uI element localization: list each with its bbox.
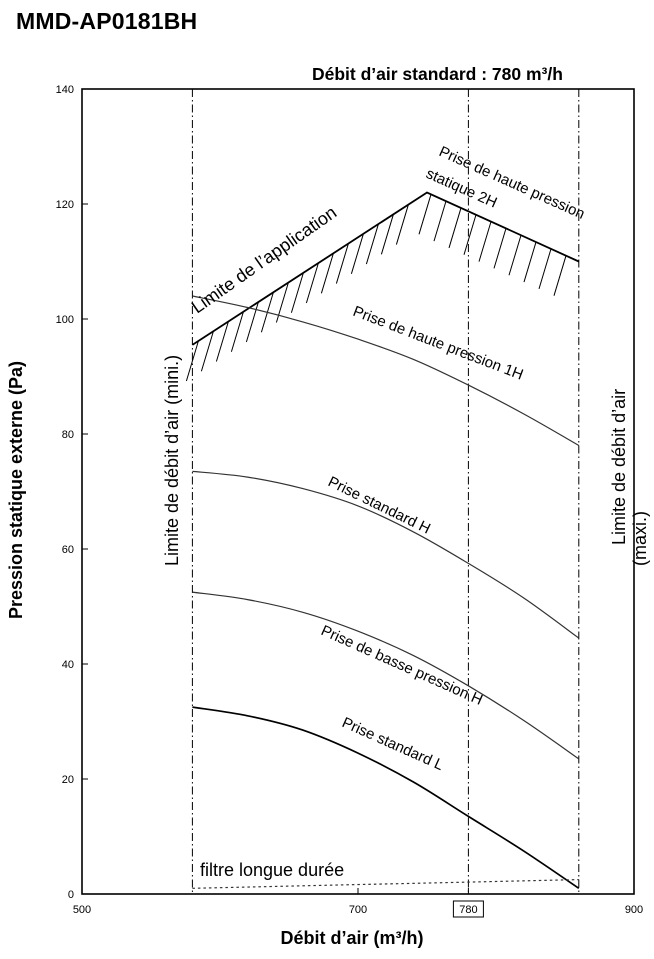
hatch-mark [215, 321, 229, 362]
series-curve [192, 706, 580, 890]
standard-flow-label: Débit d’air standard : 780 m³/h [312, 64, 563, 84]
curve-labels: Limite de l’application Limite de débit d… [162, 143, 650, 880]
application-limit-label: Limite de l’application [188, 202, 340, 317]
hatch-mark [433, 200, 447, 242]
hatch-mark [200, 331, 214, 372]
y-tick-label: 80 [62, 429, 74, 441]
curve-label-low-pressure-h: Prise de basse pression H [318, 622, 485, 709]
hatch-mark [245, 301, 259, 343]
x-tick-box [452, 900, 484, 918]
curve-label-standard-h: Prise standard H [325, 473, 433, 537]
application-limit-hatching [185, 191, 580, 382]
max-flow-limit-label: Limite de débit d’air [609, 389, 629, 545]
y-tick-label: 60 [62, 544, 74, 556]
y-tick-label: 140 [56, 84, 74, 96]
x-tick-label: 900 [625, 904, 643, 916]
y-axis-ticks: 0 20 40 60 80 100 120 140 [56, 84, 88, 901]
hatch-mark [350, 233, 364, 274]
x-axis-ticks: 500 700 780 900 [73, 888, 643, 918]
series-curve [192, 879, 579, 889]
x-tick-label: 780 [459, 904, 477, 916]
hatch-mark [365, 223, 379, 265]
hatch-mark [380, 214, 394, 255]
series-curve [192, 295, 580, 447]
hatch-mark [463, 214, 477, 255]
series-curve [192, 470, 580, 639]
hatch-mark [508, 235, 522, 276]
hatch-mark [185, 340, 199, 382]
hatch-mark [493, 228, 507, 269]
min-flow-limit-label: Limite de débit d’air (mini.) [162, 355, 182, 566]
hatch-mark [335, 243, 349, 284]
hatch-mark [305, 262, 319, 304]
limit-lines [191, 89, 580, 894]
y-tick-label: 40 [62, 659, 74, 671]
curve-label-filter: filtre longue durée [200, 860, 344, 880]
hatch-mark [320, 253, 334, 294]
curve-label-standard-l: Prise standard L [339, 714, 446, 774]
max-flow-limit-label: (maxi.) [630, 511, 650, 566]
hatch-mark [448, 207, 462, 249]
hatch-mark [538, 248, 552, 290]
application-limit-line [191, 191, 580, 346]
x-tick-label: 500 [73, 904, 91, 916]
hatch-mark [275, 282, 289, 323]
fan-curves [192, 295, 580, 890]
y-tick-label: 0 [68, 889, 74, 901]
hatch-mark [290, 272, 304, 313]
y-axis-title: Pression statique externe (Pa) [6, 361, 26, 619]
y-tick-label: 20 [62, 774, 74, 786]
hatch-mark [553, 255, 567, 296]
hatch-mark [478, 221, 492, 262]
x-tick-label: 700 [349, 904, 367, 916]
model-title: MMD-AP0181BH [16, 8, 198, 34]
x-axis-title: Débit d’air (m³/h) [281, 928, 424, 948]
hatch-mark [418, 194, 432, 235]
hatch-mark [395, 204, 409, 245]
curve-label-1h: Prise de haute pression 1H [351, 303, 526, 384]
y-tick-label: 120 [56, 199, 74, 211]
y-tick-label: 100 [56, 314, 74, 326]
hatch-mark [523, 241, 537, 283]
hatch-mark [230, 311, 244, 352]
series-curve [192, 591, 580, 760]
